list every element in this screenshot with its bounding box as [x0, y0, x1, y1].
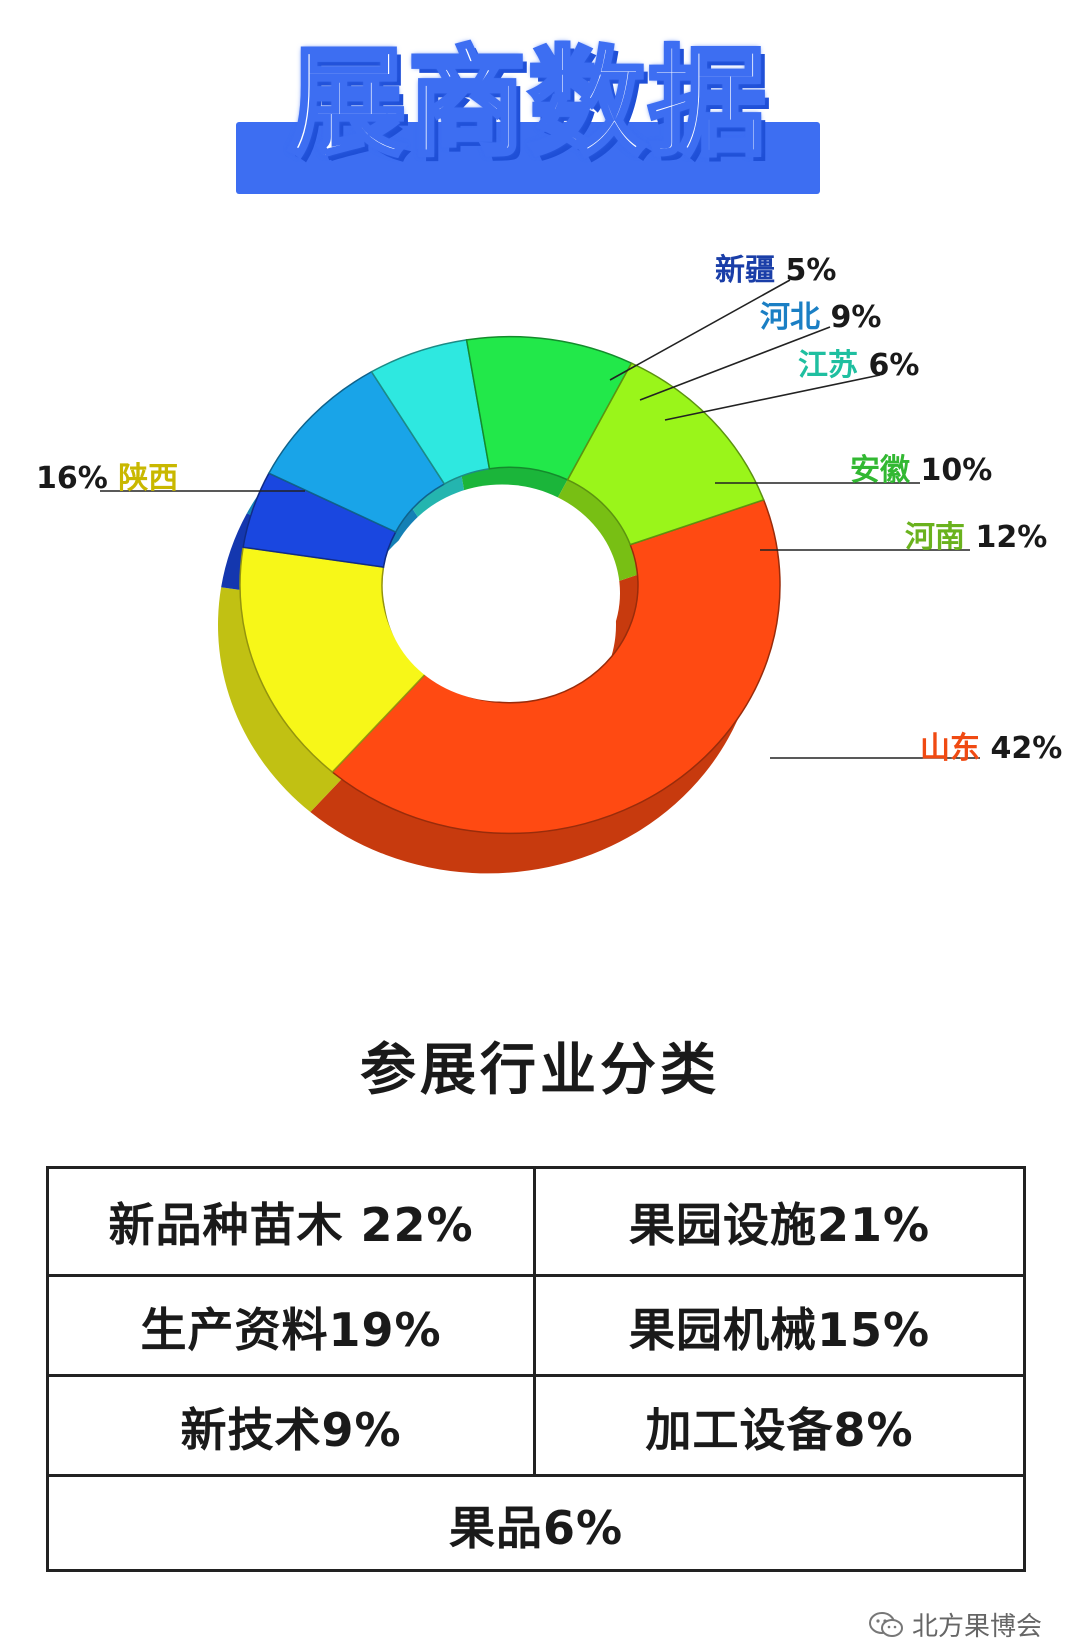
watermark: 北方果博会 — [868, 1606, 1042, 1643]
table-row: 新技术9% 加工设备8% — [49, 1374, 1023, 1477]
section-title: 参展行业分类 — [360, 1038, 720, 1103]
title-banner — [236, 122, 820, 194]
donut-chart: 山东 42% 16% 陕西 新疆 5% 河北 9% 江苏 6% 安徽 10% 河南 12% — [36, 253, 1062, 874]
slice-河南 — [566, 362, 765, 546]
leader-line-河北 — [639, 326, 831, 401]
table-row: 生产资料19% 果园机械15% — [49, 1274, 1023, 1377]
table-cell: 果品6% — [448, 1500, 624, 1555]
table-cell: 加工设备8% — [645, 1403, 914, 1457]
table-cell: 新品种苗木 22% — [49, 1169, 536, 1274]
table-row: 新品种苗木 22% 果园设施21% — [49, 1169, 1023, 1274]
table-row: 果品6% — [49, 1474, 1023, 1572]
slice-label-新疆: 新疆 5% — [715, 253, 836, 288]
wechat-icon — [868, 1611, 903, 1637]
watermark-text: 北方果博会 — [911, 1612, 1042, 1642]
slice-label-陕西: 16% 陕西 — [36, 461, 178, 496]
slice-label-安徽: 安徽 10% — [850, 453, 992, 488]
page-title: 展商数据 — [286, 32, 768, 174]
leader-line-新疆 — [609, 279, 791, 381]
donut-hole — [384, 484, 620, 702]
slice-label-山东: 山东 42% — [920, 731, 1062, 766]
slice-label-河南: 河南 12% — [905, 520, 1047, 555]
table-cell: 新技术9% — [49, 1377, 536, 1477]
leader-line-江苏 — [664, 374, 881, 421]
slice-label-河北: 河北 9% — [760, 300, 881, 335]
slice-label-江苏: 江苏 6% — [798, 348, 919, 383]
table-cell: 生产资料19% — [49, 1277, 536, 1377]
industry-table: 新品种苗木 22% 果园设施21% 生产资料19% 果园机械15% 新技术9% … — [46, 1166, 1026, 1572]
table-cell: 果园设施21% — [628, 1197, 931, 1252]
table-cell: 果园机械15% — [628, 1303, 931, 1357]
slice-山东 — [331, 498, 781, 835]
